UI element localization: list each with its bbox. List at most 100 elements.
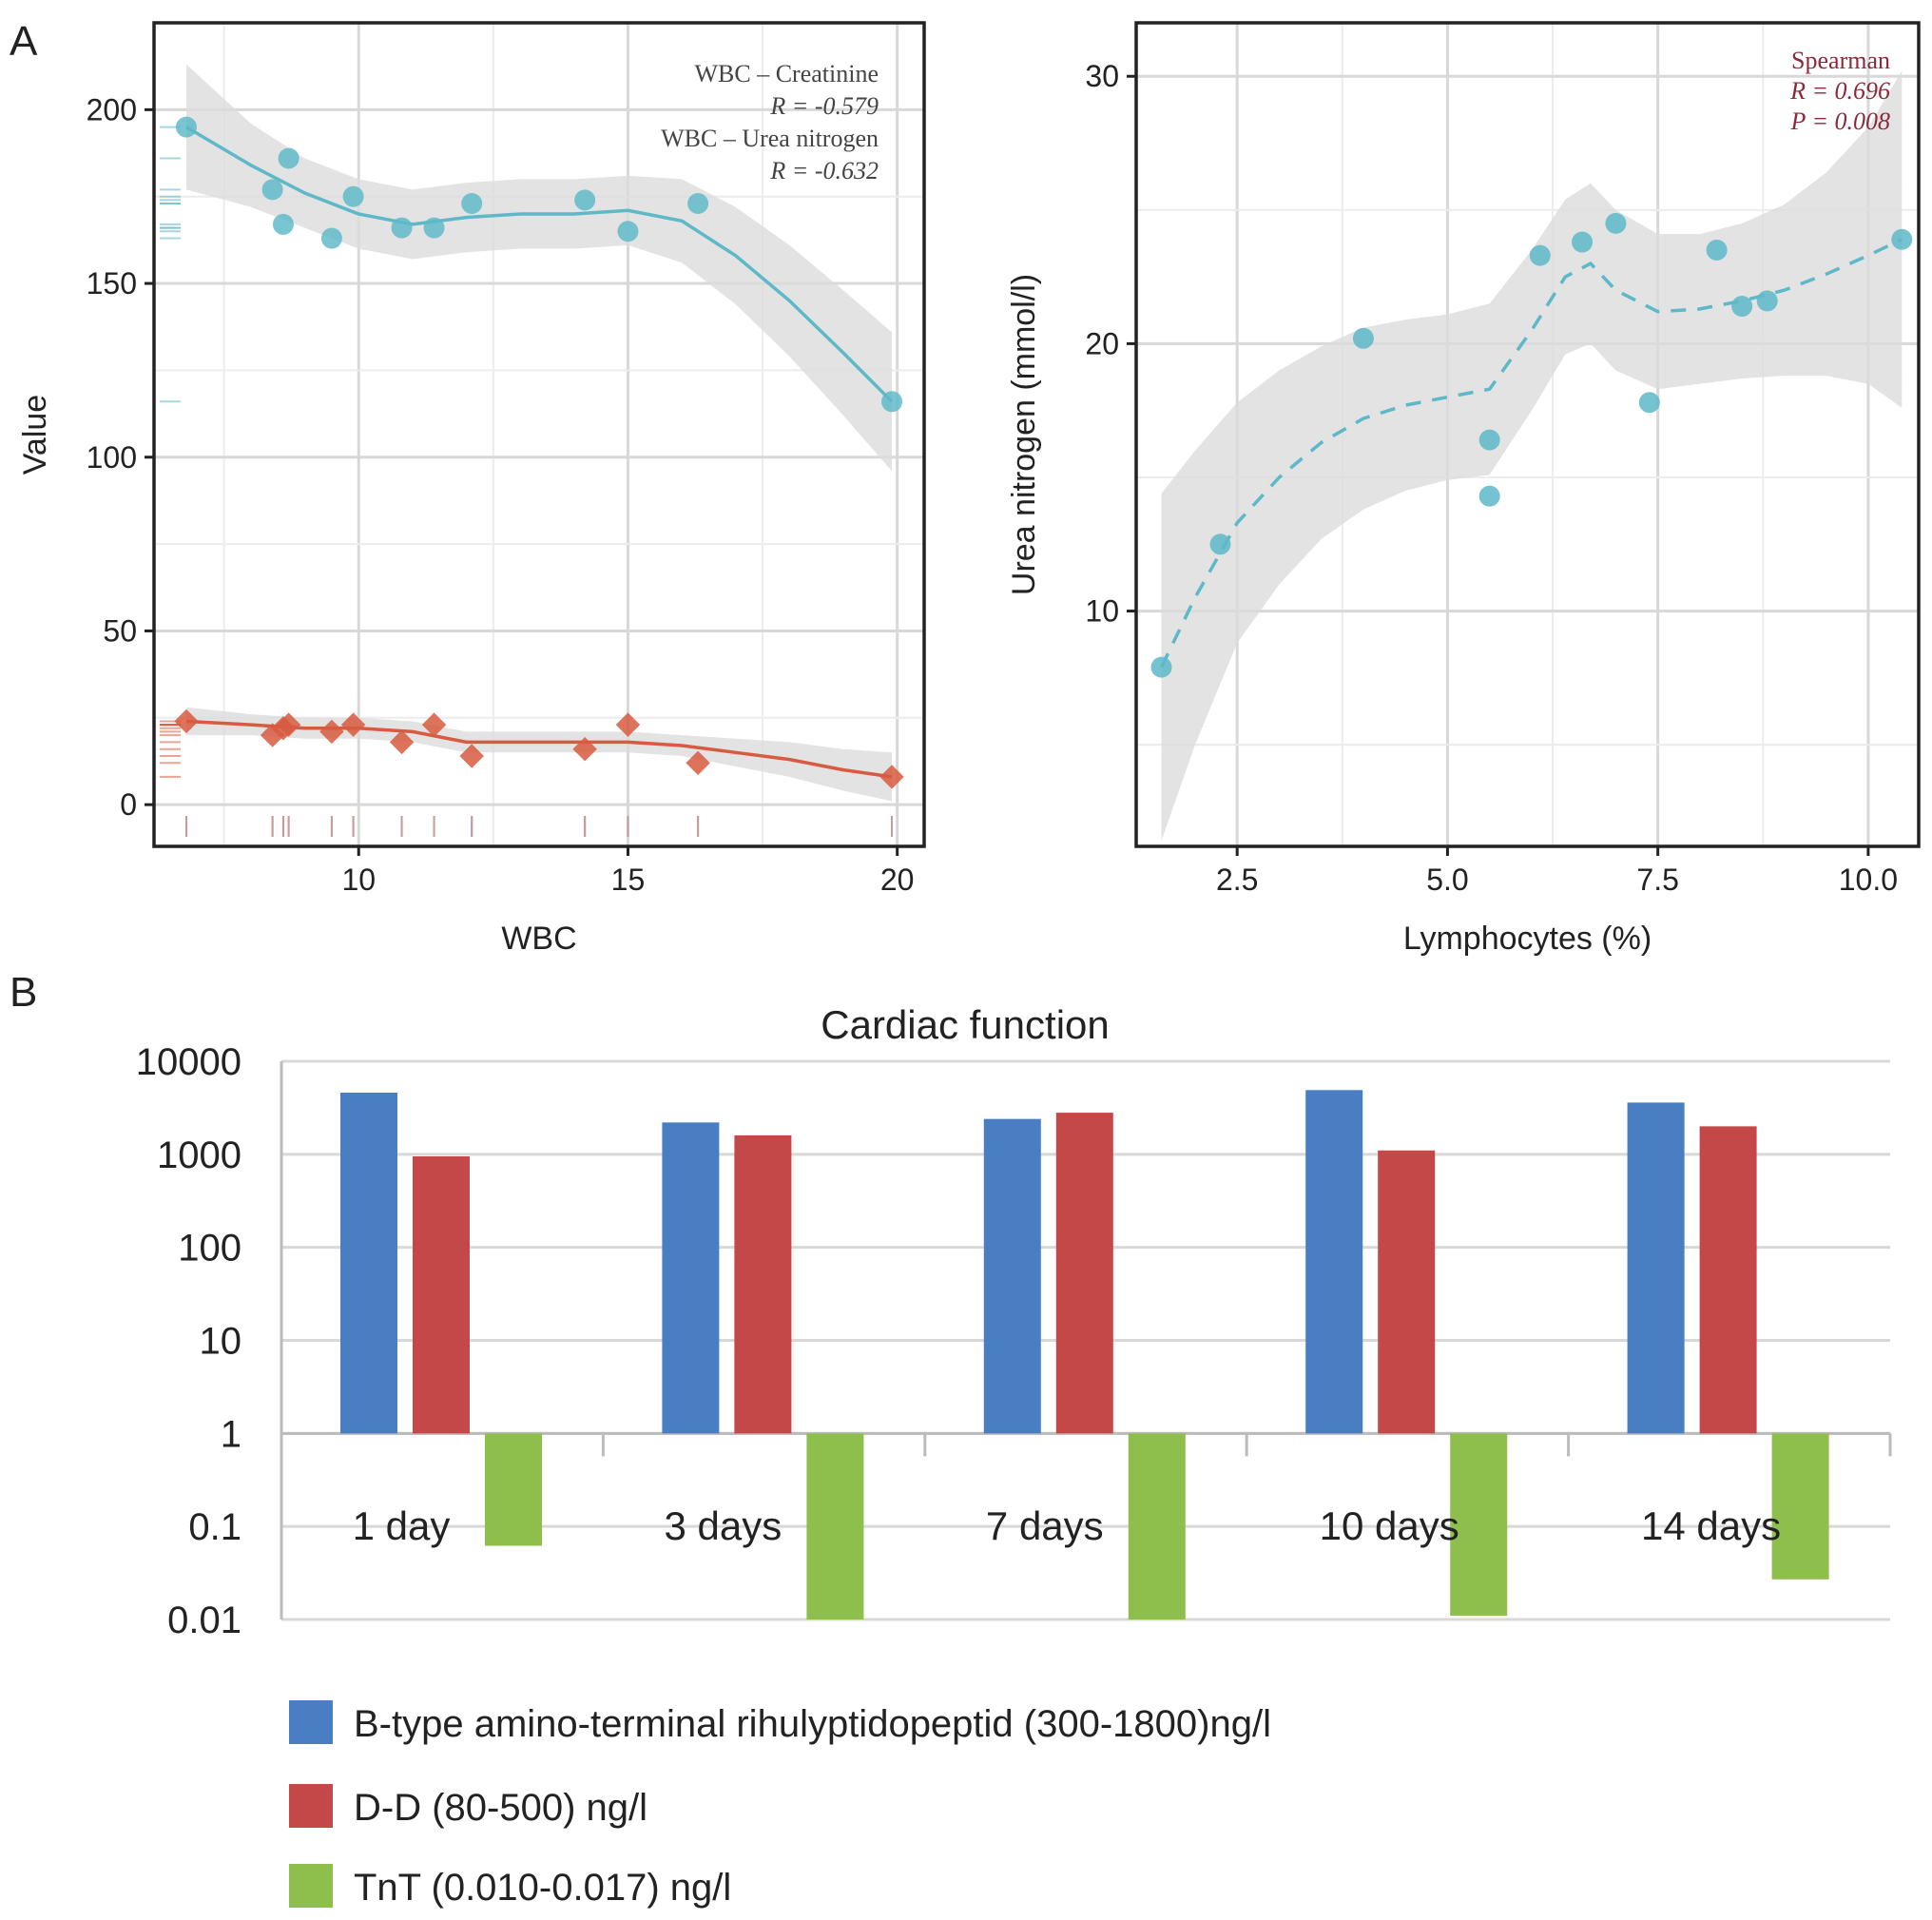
- bar: [806, 1433, 864, 1619]
- bar: [1450, 1433, 1508, 1616]
- x-tick-label: 15: [611, 863, 646, 897]
- annotation-text: R = -0.579: [769, 92, 879, 120]
- x-tick-label: 20: [880, 863, 915, 897]
- annotation-text: WBC – Urea nitrogen: [661, 125, 879, 152]
- y-tick-label: 0: [120, 787, 137, 822]
- data-point: [276, 712, 301, 737]
- bar: [1771, 1433, 1829, 1580]
- data-point: [574, 189, 596, 211]
- data-point: [342, 185, 364, 207]
- legend-swatch: [289, 1700, 333, 1744]
- data-point: [1706, 239, 1728, 261]
- y-axis-label: Urea nitrogen (mmol/l): [1006, 274, 1042, 595]
- bar: [1055, 1113, 1113, 1434]
- data-point: [1891, 228, 1913, 250]
- annotation-text: WBC – Creatinine: [694, 60, 879, 87]
- smooth-line: [1159, 238, 1903, 669]
- data-point: [389, 729, 415, 755]
- y-tick-label: 10: [200, 1321, 242, 1363]
- data-point: [1478, 429, 1500, 451]
- y-tick-label: 10: [1085, 594, 1119, 629]
- x-tick-label: 10.0: [1839, 863, 1898, 897]
- y-tick-label: 50: [103, 613, 137, 648]
- x-axis-label: WBC: [501, 921, 576, 957]
- x-tick-label: 7.5: [1636, 863, 1678, 897]
- bar: [1699, 1126, 1757, 1434]
- confidence-band: [1161, 70, 1903, 842]
- data-point: [1605, 212, 1627, 234]
- y-tick-label: 150: [87, 266, 137, 301]
- legend-label: TnT (0.010-0.017) ng/l: [354, 1867, 731, 1909]
- x-axis-label: Lymphocytes (%): [1403, 921, 1652, 957]
- x-tick-label: 5.0: [1426, 863, 1468, 897]
- category-label: 3 days: [665, 1503, 782, 1548]
- data-point: [1478, 485, 1500, 507]
- y-tick-label: 30: [1085, 59, 1119, 93]
- annotation-text: R = -0.632: [769, 157, 879, 184]
- data-point: [278, 147, 299, 169]
- bar: [1378, 1150, 1436, 1434]
- data-point: [340, 712, 366, 737]
- legend-label: B-type amino-terminal rihulyptidopeptid …: [354, 1703, 1271, 1745]
- chart-urea-lymphocytes: 2.5 5.0 7.5 10.0 10 20 30 Lymphocytes (%) Urea n…: [1006, 21, 1921, 957]
- plot-frame: [152, 21, 926, 848]
- annotation-text: Spearman: [1791, 47, 1890, 74]
- y-tick-label: 0.1: [188, 1506, 242, 1548]
- y-tick-label: 200: [87, 92, 137, 126]
- data-point: [423, 217, 445, 239]
- bar: [662, 1122, 720, 1434]
- data-point: [1352, 327, 1374, 349]
- y-tick-label: 100: [87, 440, 137, 475]
- data-point: [1209, 533, 1231, 555]
- data-point: [459, 744, 484, 768]
- legend-swatch: [289, 1864, 333, 1908]
- x-tick-label: 10: [341, 863, 376, 897]
- y-tick-label: 10000: [136, 1041, 242, 1083]
- data-point: [615, 712, 641, 737]
- data-point: [272, 213, 294, 235]
- data-point: [1731, 296, 1753, 318]
- data-point: [617, 221, 639, 242]
- bar: [1128, 1433, 1186, 1619]
- data-point: [1756, 290, 1778, 312]
- data-point: [391, 217, 413, 239]
- chart-title: Cardiac function: [821, 1002, 1110, 1047]
- y-tick-label: 0.01: [167, 1600, 242, 1641]
- panel-label-a: A: [10, 18, 38, 65]
- plot-frame: [1134, 21, 1921, 848]
- panel-label-b: B: [10, 969, 37, 1016]
- legend-swatch: [289, 1784, 333, 1828]
- smooth-line: [185, 719, 893, 779]
- data-point: [687, 193, 709, 215]
- category-label: 14 days: [1641, 1503, 1781, 1548]
- annotation-text: P = 0.008: [1790, 107, 1890, 135]
- annotation-text: R = 0.696: [1789, 77, 1890, 105]
- data-point: [1638, 392, 1660, 414]
- data-point: [572, 736, 597, 762]
- y-axis-label: Value: [17, 395, 53, 475]
- data-point: [461, 193, 483, 215]
- bar: [734, 1135, 792, 1434]
- bar: [413, 1156, 470, 1434]
- data-point: [1572, 231, 1594, 253]
- bar: [983, 1118, 1041, 1434]
- data-point: [686, 750, 710, 776]
- bar: [340, 1092, 397, 1434]
- data-point: [175, 116, 197, 138]
- y-tick-label: 1000: [157, 1135, 242, 1176]
- data-point: [320, 227, 342, 249]
- data-point: [1150, 656, 1172, 678]
- data-point: [261, 179, 283, 201]
- legend-label: D-D (80-500) ng/l: [354, 1787, 647, 1829]
- bar: [485, 1433, 542, 1546]
- x-tick-label: 2.5: [1216, 863, 1258, 897]
- data-point: [1529, 244, 1551, 266]
- y-tick-label: 20: [1085, 326, 1119, 360]
- bar: [1305, 1090, 1363, 1434]
- data-point: [421, 712, 447, 737]
- y-tick-label: 1: [221, 1413, 242, 1455]
- category-label: 7 days: [986, 1503, 1104, 1548]
- category-label: 10 days: [1320, 1503, 1459, 1548]
